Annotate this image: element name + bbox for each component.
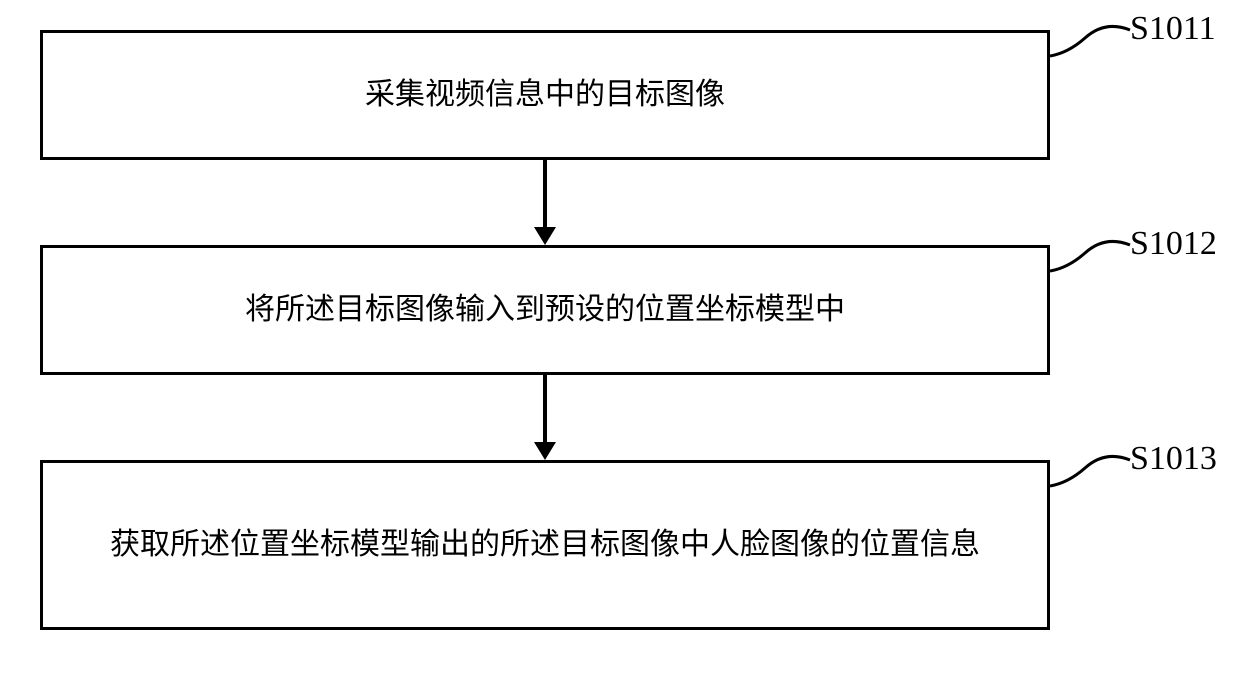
connector-s1011 bbox=[1050, 10, 1135, 80]
step-box-s1012: 将所述目标图像输入到预设的位置坐标模型中 bbox=[40, 245, 1050, 375]
arrow-s1012-s1013 bbox=[531, 375, 559, 460]
step-label-s1011: S1011 bbox=[1130, 10, 1216, 48]
flowchart-canvas: 采集视频信息中的目标图像 S1011 将所述目标图像输入到预设的位置坐标模型中 … bbox=[0, 0, 1240, 680]
step-text-s1012: 将所述目标图像输入到预设的位置坐标模型中 bbox=[245, 287, 845, 334]
step-text-s1011: 采集视频信息中的目标图像 bbox=[365, 72, 725, 119]
step-text-s1013: 获取所述位置坐标模型输出的所述目标图像中人脸图像的位置信息 bbox=[110, 522, 980, 569]
arrow-s1011-s1012 bbox=[531, 160, 559, 245]
step-box-s1013: 获取所述位置坐标模型输出的所述目标图像中人脸图像的位置信息 bbox=[40, 460, 1050, 630]
step-box-s1011: 采集视频信息中的目标图像 bbox=[40, 30, 1050, 160]
step-label-s1012: S1012 bbox=[1130, 225, 1217, 263]
connector-s1012 bbox=[1050, 225, 1135, 295]
step-label-s1013: S1013 bbox=[1130, 440, 1217, 478]
connector-s1013 bbox=[1050, 440, 1135, 510]
